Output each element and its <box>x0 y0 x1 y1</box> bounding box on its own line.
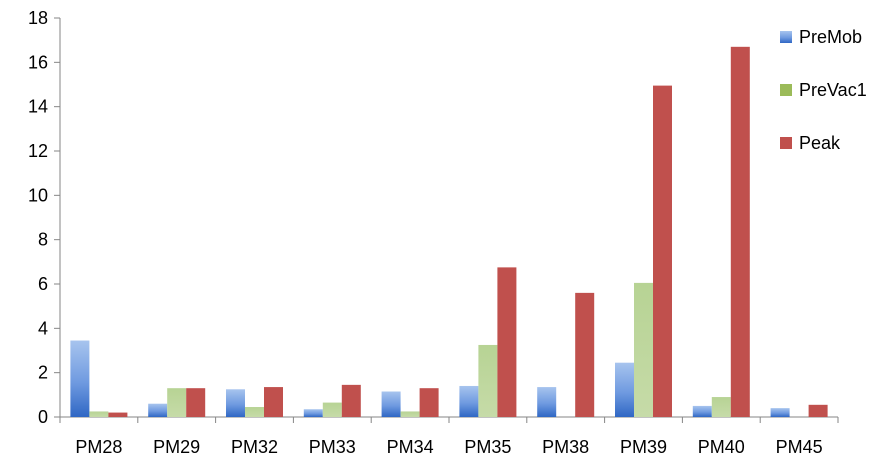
bar-peak-pm32 <box>264 387 283 417</box>
bar-prevac1-pm39 <box>634 282 653 417</box>
y-tick-label: 6 <box>38 274 48 294</box>
legend: PreMob PreVac1 Peak <box>780 27 867 153</box>
bar-peak-pm34 <box>419 388 439 417</box>
bar-peak-pm45 <box>808 404 828 417</box>
bar-peak-pm35 <box>497 267 517 417</box>
bar-peak-pm39 <box>653 85 672 417</box>
x-tick-label: PM40 <box>698 437 745 457</box>
legend-swatch-prevac1 <box>780 84 792 96</box>
bar-prevac1-pm29 <box>167 388 187 417</box>
bar-peak-pm38 <box>575 292 595 417</box>
bar-premob-pm33 <box>303 409 323 417</box>
legend-label-premob: PreMob <box>799 27 862 47</box>
y-axis: 0 2 4 6 8 10 12 14 16 18 <box>28 8 61 427</box>
bar-premob-pm40 <box>692 405 712 417</box>
bar-peak-pm33 <box>341 384 361 417</box>
legend-swatch-premob <box>780 31 792 43</box>
x-tick-label: PM45 <box>776 437 823 457</box>
bar-prevac1-pm32 <box>245 407 264 417</box>
x-axis: PM28 PM29 PM32 PM33 PM34 PM35 PM38 PM39 PM40 PM45 <box>59 416 839 457</box>
x-tick-label: PM38 <box>542 437 589 457</box>
legend-label-peak: Peak <box>799 133 841 153</box>
y-tick-label: 10 <box>28 185 48 205</box>
x-tick-label: PM29 <box>153 437 200 457</box>
x-tick-label: PM32 <box>231 437 278 457</box>
y-tick-label: 12 <box>28 141 48 161</box>
y-tick-label: 2 <box>38 363 48 383</box>
bar-peak-pm40 <box>730 46 750 418</box>
bar-premob-pm32 <box>226 389 245 417</box>
legend-label-prevac1: PreVac1 <box>799 80 867 100</box>
y-tick-label: 4 <box>38 318 48 338</box>
x-tick-label: PM39 <box>620 437 667 457</box>
x-tick-label: PM28 <box>75 437 122 457</box>
legend-swatch-peak <box>780 137 792 149</box>
y-tick-label: 16 <box>28 52 48 72</box>
bar-premob-pm45 <box>770 408 790 417</box>
bar-peak-pm28 <box>108 412 128 417</box>
bar-premob-pm29 <box>148 403 168 417</box>
bar-premob-pm38 <box>537 387 557 417</box>
bar-premob-pm35 <box>459 385 479 417</box>
y-tick-label: 8 <box>38 230 48 250</box>
x-tick-label: PM34 <box>387 437 434 457</box>
bar-premob-pm34 <box>381 391 401 417</box>
bar-premob-pm28 <box>70 340 90 417</box>
bars <box>70 46 828 418</box>
bar-prevac1-pm33 <box>322 402 342 417</box>
bar-prevac1-pm34 <box>400 411 420 417</box>
bar-prevac1-pm35 <box>478 344 498 417</box>
y-tick-label: 18 <box>28 8 48 28</box>
bar-prevac1-pm40 <box>711 397 731 417</box>
bar-peak-pm29 <box>186 388 206 417</box>
y-tick-label: 0 <box>38 407 48 427</box>
bar-prevac1-pm28 <box>89 411 109 417</box>
x-tick-label: PM33 <box>309 437 356 457</box>
bar-premob-pm39 <box>615 362 634 417</box>
y-tick-label: 14 <box>28 97 48 117</box>
x-tick-label: PM35 <box>464 437 511 457</box>
